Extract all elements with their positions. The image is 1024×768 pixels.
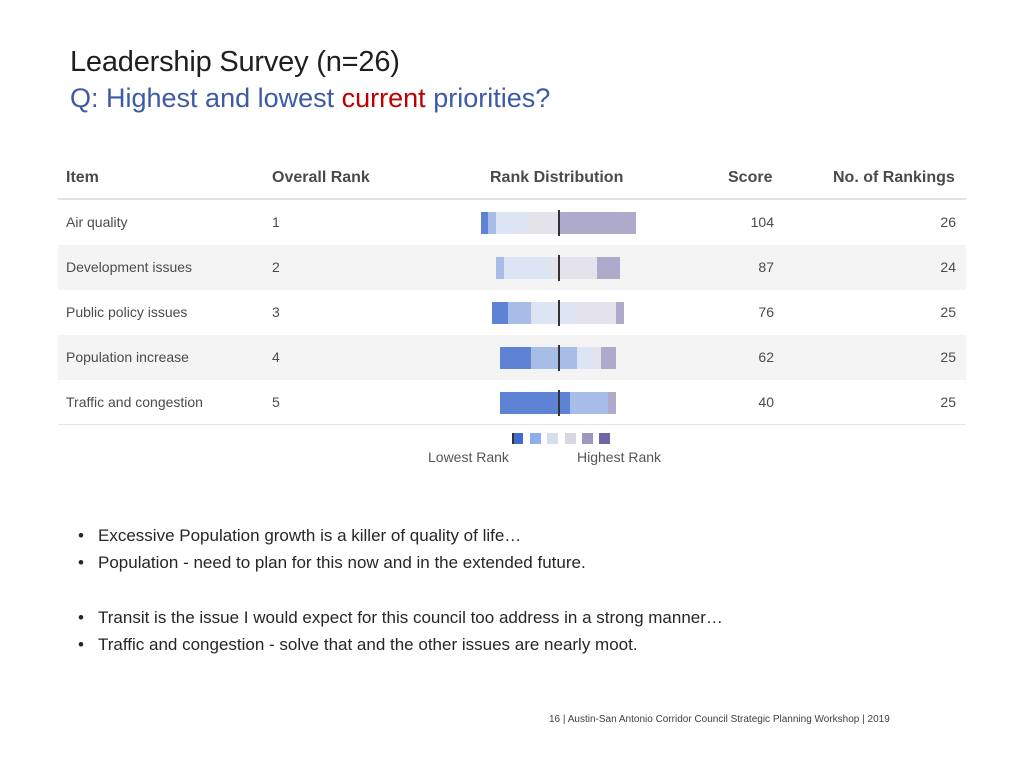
header-score: Score <box>728 169 773 186</box>
legend-low-label: Lowest Rank <box>428 449 509 465</box>
table-body: Air quality 1 104 26 Development issues 2 87 24… <box>58 200 966 425</box>
title-line-2-pre: Q: Highest and lowest <box>70 83 342 113</box>
slide-title: Leadership Survey (n=26) Q: Highest and … <box>70 44 550 116</box>
rank-legend: Lowest Rank Highest Rank <box>426 433 666 473</box>
header-overall-rank: Overall Rank <box>272 169 370 186</box>
rank-segment-1 <box>492 302 508 324</box>
legend-median-marker <box>512 433 514 444</box>
row-score: 87 <box>758 259 774 275</box>
rank-segment-2 <box>507 302 531 324</box>
legend-swatch-4 <box>565 433 576 444</box>
table-row: Population increase 4 62 25 <box>58 335 966 380</box>
row-no-of-rankings: 25 <box>940 394 956 410</box>
slide-footer: 16 | Austin-San Antonio Corridor Council… <box>549 714 890 725</box>
legend-swatch-1 <box>512 433 523 444</box>
rank-segment-5 <box>608 392 617 414</box>
header-no-of-rankings: No. of Rankings <box>833 169 955 186</box>
median-marker <box>558 210 560 236</box>
legend-swatch-6 <box>599 433 610 444</box>
rank-distribution-bar <box>438 255 678 281</box>
rank-segment-2 <box>488 212 496 234</box>
rank-segment-4 <box>577 302 617 324</box>
row-score: 62 <box>758 349 774 365</box>
row-no-of-rankings: 26 <box>940 214 956 230</box>
row-no-of-rankings: 25 <box>940 349 956 365</box>
rank-segment-3 <box>577 347 593 369</box>
header-item: Item <box>66 169 99 186</box>
row-overall-rank: 1 <box>272 214 280 230</box>
median-marker <box>558 390 560 416</box>
row-score: 40 <box>758 394 774 410</box>
bullet-item: Excessive Population growth is a killer … <box>78 522 978 549</box>
median-marker <box>558 300 560 326</box>
legend-high-label: Highest Rank <box>577 449 662 465</box>
rank-segment-5 <box>596 257 620 279</box>
table-row: Development issues 2 87 24 <box>58 245 966 290</box>
rank-segment-1 <box>499 347 531 369</box>
comment-bullets: Excessive Population growth is a killer … <box>78 522 978 658</box>
median-marker <box>558 255 560 281</box>
table-header: Item Overall Rank Rank Distribution Scor… <box>58 155 966 200</box>
legend-swatch-5 <box>582 433 593 444</box>
row-item-label: Air quality <box>66 214 128 230</box>
row-score: 104 <box>750 214 774 230</box>
legend-swatch-3 <box>547 433 558 444</box>
rank-distribution-bar <box>438 390 678 416</box>
rank-segment-4 <box>592 347 601 369</box>
row-no-of-rankings: 24 <box>940 259 956 275</box>
row-item-label: Population increase <box>66 349 189 365</box>
title-line-1: Leadership Survey (n=26) <box>70 46 400 78</box>
row-overall-rank: 2 <box>272 259 280 275</box>
table-row: Traffic and congestion 5 40 25 <box>58 380 966 425</box>
rank-segment-1 <box>480 212 489 234</box>
rank-segment-2 <box>530 347 578 369</box>
rank-segment-4 <box>527 212 558 234</box>
bullet-item: Traffic and congestion - solve that and … <box>78 631 978 658</box>
title-accent-word: current <box>341 83 426 113</box>
median-marker <box>558 345 560 371</box>
rank-segment-5 <box>558 212 636 234</box>
row-score: 76 <box>758 304 774 320</box>
row-item-label: Development issues <box>66 259 193 275</box>
table-row: Air quality 1 104 26 <box>58 200 966 245</box>
rank-segment-3 <box>496 212 527 234</box>
bullet-item: Population - need to plan for this now a… <box>78 549 978 576</box>
rank-segment-2 <box>569 392 609 414</box>
rank-distribution-bar <box>438 345 678 371</box>
title-line-2-post: priorities? <box>425 83 551 113</box>
header-rank-distribution: Rank Distribution <box>490 169 624 186</box>
table-row: Public policy issues 3 76 25 <box>58 290 966 335</box>
row-no-of-rankings: 25 <box>940 304 956 320</box>
title-line-2: Q: Highest and lowest current priorities… <box>70 80 550 116</box>
legend-swatch-2 <box>530 433 541 444</box>
rank-segment-3 <box>503 257 551 279</box>
rank-segment-3 <box>530 302 578 324</box>
bullet-item: Transit is the issue I would expect for … <box>78 604 978 631</box>
ranking-table: Item Overall Rank Rank Distribution Scor… <box>58 155 966 425</box>
rank-distribution-bar <box>438 210 678 236</box>
row-overall-rank: 5 <box>272 394 280 410</box>
row-item-label: Traffic and congestion <box>66 394 203 410</box>
row-item-label: Public policy issues <box>66 304 188 320</box>
rank-segment-4 <box>550 257 597 279</box>
rank-segment-2 <box>496 257 504 279</box>
rank-segment-5 <box>600 347 617 369</box>
rank-segment-5 <box>616 302 624 324</box>
row-overall-rank: 4 <box>272 349 280 365</box>
rank-distribution-bar <box>438 300 678 326</box>
rank-segment-1 <box>499 392 570 414</box>
row-overall-rank: 3 <box>272 304 280 320</box>
